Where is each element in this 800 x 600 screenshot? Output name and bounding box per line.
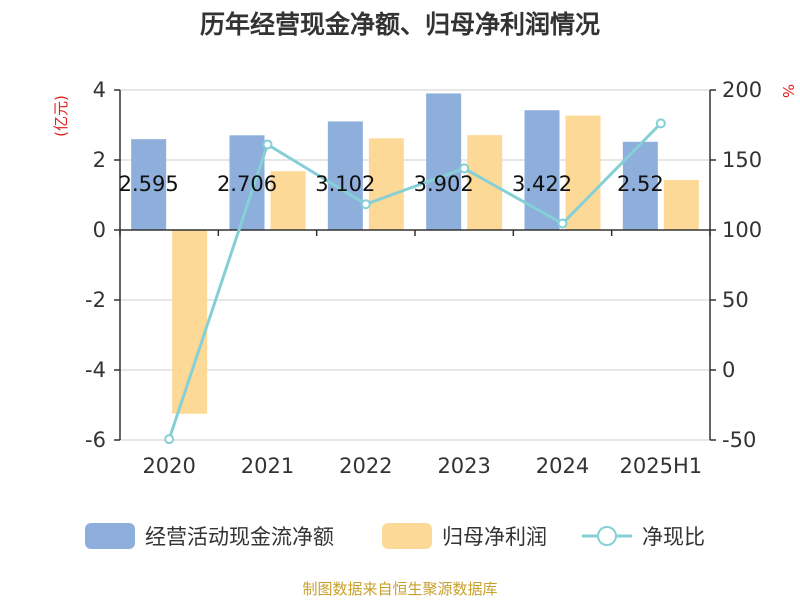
bar-cashflow [131,139,167,230]
cashflow-value-label: 3.102 [315,172,375,196]
ratio-line [167,122,662,440]
ratio-point [459,163,470,174]
ratio-point [164,434,175,445]
right-tick-label: 50 [722,288,749,312]
left-tick-label: 4 [93,78,106,102]
legend: 经营活动现金流净额 归母净利润 净现比 [85,523,705,549]
x-tick-label: 2024 [536,454,589,478]
ratio-point [262,139,273,150]
bar-profit [467,135,503,230]
axes: 4 2 0 -2 -4 -6 200 150 100 50 0 -50 2020 2021 2022 2023… [85,78,762,478]
left-tick-label: -2 [85,288,106,312]
x-tick-label: 2025H1 [620,454,703,478]
bar-cashflow [327,121,363,230]
right-tick-label: -50 [722,428,756,452]
source-note: 制图数据来自恒生聚源数据库 [302,580,497,598]
x-tick-label: 2020 [142,454,195,478]
bar-profit [172,230,208,414]
bar-profit [270,171,306,230]
bar-cashflow [426,93,462,231]
x-tick-label: 2022 [339,454,392,478]
ratio-point [655,118,666,129]
bar-profit [565,115,601,230]
legend-label-ratio: 净现比 [642,525,705,549]
legend-swatch-profit [382,523,432,549]
right-tick-label: 100 [722,218,762,242]
chart-title: 历年经营现金净额、归母净利润情况 [200,10,600,39]
legend-label-profit: 归母净利润 [442,525,547,549]
bar-layer [131,93,699,414]
bar-profit [368,138,404,230]
bar-cashflow [229,135,265,230]
right-tick-label: 150 [722,148,762,172]
right-tick-label: 0 [722,358,735,382]
legend-marker-ratio [597,526,617,546]
x-tick-label: 2021 [241,454,294,478]
cashflow-value-label: 3.422 [512,172,572,196]
left-tick-label: -6 [85,428,106,452]
left-tick-label: -4 [85,358,106,382]
ratio-point [360,199,371,210]
left-axis-unit: (亿元) [52,95,70,137]
bar-profit [663,179,699,230]
line-layer [164,118,666,445]
cashflow-value-label: 2.595 [119,172,179,196]
data-labels: 2.595 2.706 3.102 3.902 3.422 2.52 [119,172,664,196]
left-tick-label: 2 [93,148,106,172]
right-tick-label: 200 [722,78,762,102]
grid-lines [120,89,710,441]
bar-cashflow [524,110,560,230]
cashflow-value-label: 2.52 [617,172,664,196]
legend-swatch-cashflow [85,523,135,549]
cashflow-value-label: 2.706 [217,172,277,196]
x-tick-label: 2023 [437,454,490,478]
right-axis-unit: % [779,84,797,98]
ratio-point [557,218,568,229]
cashflow-value-label: 3.902 [414,172,474,196]
legend-label-cashflow: 经营活动现金流净额 [145,525,334,549]
left-tick-label: 0 [93,218,106,242]
